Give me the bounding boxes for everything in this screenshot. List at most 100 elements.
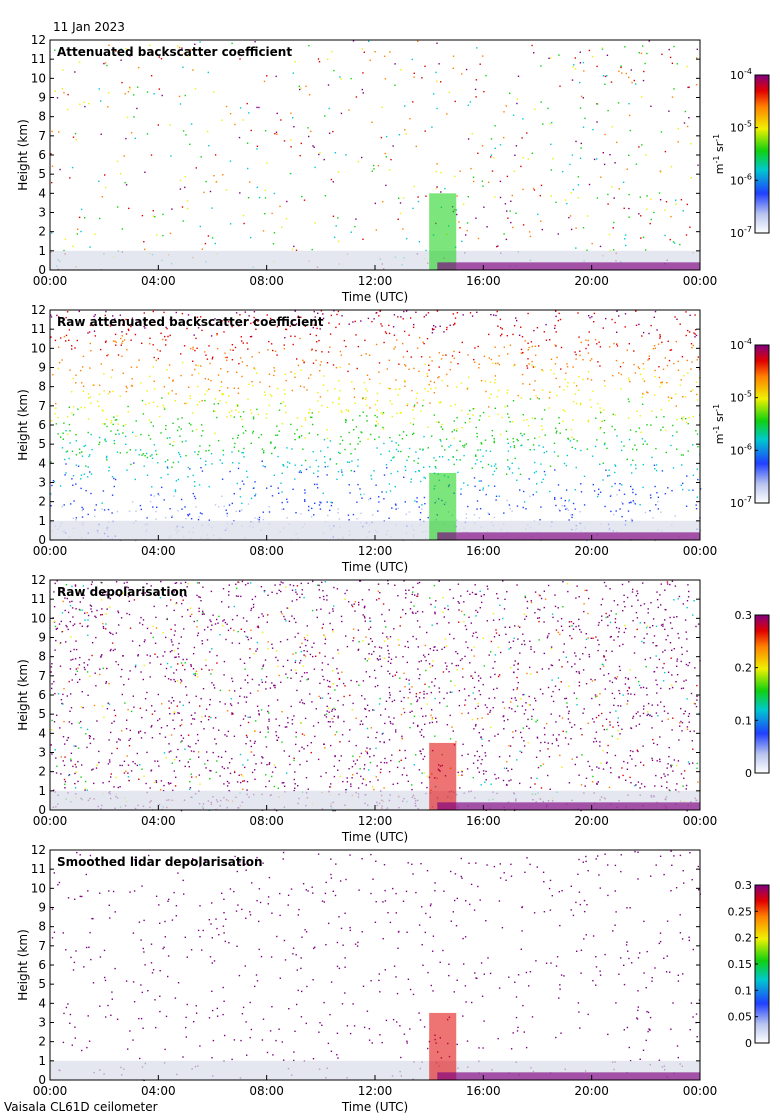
colorbar-tick-label: 0.15	[728, 958, 753, 971]
y-tick-label: 3	[38, 476, 46, 490]
x-tick-label: 08:00	[249, 544, 284, 558]
x-tick-label: 00:00	[683, 1084, 718, 1098]
y-tick-label: 8	[38, 380, 46, 394]
colorbar	[754, 74, 770, 234]
colorbar	[754, 344, 770, 504]
colorbar-tick-label: 0.1	[735, 984, 753, 997]
y-tick-label: 7	[38, 939, 46, 953]
y-tick-label: 12	[31, 33, 46, 47]
x-tick-label: 04:00	[141, 274, 176, 288]
x-tick-label: 16:00	[466, 814, 501, 828]
y-tick-label: 2	[38, 765, 46, 779]
colorbar	[754, 614, 770, 774]
y-tick-label: 4	[38, 726, 46, 740]
y-tick-label: 8	[38, 920, 46, 934]
x-tick-label: 04:00	[141, 544, 176, 558]
y-tick-label: 11	[31, 862, 46, 876]
colorbar-tick-label: 0	[745, 1037, 752, 1050]
y-tick-label: 4	[38, 186, 46, 200]
plot-area	[50, 40, 700, 270]
plot-area	[50, 580, 700, 810]
colorbar-tick-label: 0.05	[728, 1011, 753, 1024]
y-tick-label: 5	[38, 977, 46, 991]
y-tick-label: 10	[31, 881, 46, 895]
backscatter-field	[50, 310, 702, 542]
colorbar-tick-label: 10-5	[730, 390, 752, 405]
colorbar-tick-label: 10-4	[730, 337, 752, 352]
colorbar-tick-label: 0.1	[735, 714, 753, 727]
y-tick-label: 12	[31, 303, 46, 317]
colorbar-tick-label: 10-6	[730, 442, 752, 457]
y-axis-label: Height (km)	[16, 659, 30, 730]
colorbar-tick-label: 0.25	[728, 905, 753, 918]
plot-area	[50, 310, 700, 540]
surface-return	[437, 802, 700, 810]
colorbar-tick-label: 0.2	[735, 662, 753, 675]
x-tick-label: 20:00	[574, 1084, 609, 1098]
y-tick-label: 11	[31, 592, 46, 606]
colorbar-unit: m-1 sr-1	[712, 404, 726, 444]
y-tick-label: 3	[38, 1016, 46, 1030]
x-axis-label: Time (UTC)	[341, 290, 408, 304]
x-tick-label: 08:00	[249, 274, 284, 288]
x-tick-label: 16:00	[466, 1084, 501, 1098]
x-tick-label: 20:00	[574, 814, 609, 828]
colorbar-tick-label: 0.3	[735, 609, 753, 622]
y-tick-label: 1	[38, 1054, 46, 1068]
colorbar-tick-label: 10-4	[730, 67, 752, 82]
panel-title: Raw attenuated backscatter coefficient	[57, 315, 324, 329]
y-tick-label: 0	[38, 533, 46, 547]
x-tick-label: 00:00	[33, 814, 68, 828]
surface-return	[437, 1072, 700, 1080]
y-tick-label: 5	[38, 707, 46, 721]
y-tick-label: 10	[31, 341, 46, 355]
plot-area	[50, 850, 700, 1080]
y-tick-label: 8	[38, 110, 46, 124]
y-tick-label: 7	[38, 669, 46, 683]
y-tick-label: 6	[38, 418, 46, 432]
panel-title: Smoothed lidar depolarisation	[57, 855, 263, 869]
y-tick-label: 2	[38, 225, 46, 239]
y-tick-label: 3	[38, 206, 46, 220]
colorbar-tick-label: 0	[745, 767, 752, 780]
cloud-feature	[429, 1012, 457, 1080]
y-tick-label: 6	[38, 688, 46, 702]
x-tick-label: 12:00	[358, 1084, 393, 1098]
y-tick-label: 9	[38, 361, 46, 375]
x-tick-label: 16:00	[466, 274, 501, 288]
y-tick-label: 2	[38, 495, 46, 509]
y-tick-label: 7	[38, 399, 46, 413]
x-tick-label: 00:00	[33, 274, 68, 288]
y-axis-label: Height (km)	[16, 389, 30, 460]
colorbar-tick-label: 10-5	[730, 120, 752, 135]
x-tick-label: 00:00	[33, 544, 68, 558]
y-tick-label: 11	[31, 52, 46, 66]
x-tick-label: 20:00	[574, 544, 609, 558]
colorbar-tick-label: 0.2	[735, 932, 753, 945]
x-tick-label: 12:00	[358, 544, 393, 558]
x-tick-label: 12:00	[358, 274, 393, 288]
y-tick-label: 6	[38, 148, 46, 162]
y-tick-label: 10	[31, 71, 46, 85]
x-tick-label: 04:00	[141, 1084, 176, 1098]
surface-return	[437, 262, 700, 270]
colorbar-unit: m-1 sr-1	[712, 134, 726, 174]
y-tick-label: 6	[38, 958, 46, 972]
colorbar-tick-label: 0.3	[735, 879, 753, 892]
cloud-feature	[429, 742, 457, 810]
y-tick-label: 9	[38, 901, 46, 915]
y-tick-label: 5	[38, 167, 46, 181]
x-tick-label: 00:00	[683, 814, 718, 828]
y-axis-label: Height (km)	[16, 929, 30, 1000]
x-tick-label: 08:00	[249, 814, 284, 828]
y-tick-label: 4	[38, 996, 46, 1010]
y-tick-label: 0	[38, 803, 46, 817]
x-tick-label: 04:00	[141, 814, 176, 828]
y-tick-label: 7	[38, 129, 46, 143]
cloud-feature	[429, 472, 457, 540]
panel-title: Attenuated backscatter coefficient	[57, 45, 292, 59]
